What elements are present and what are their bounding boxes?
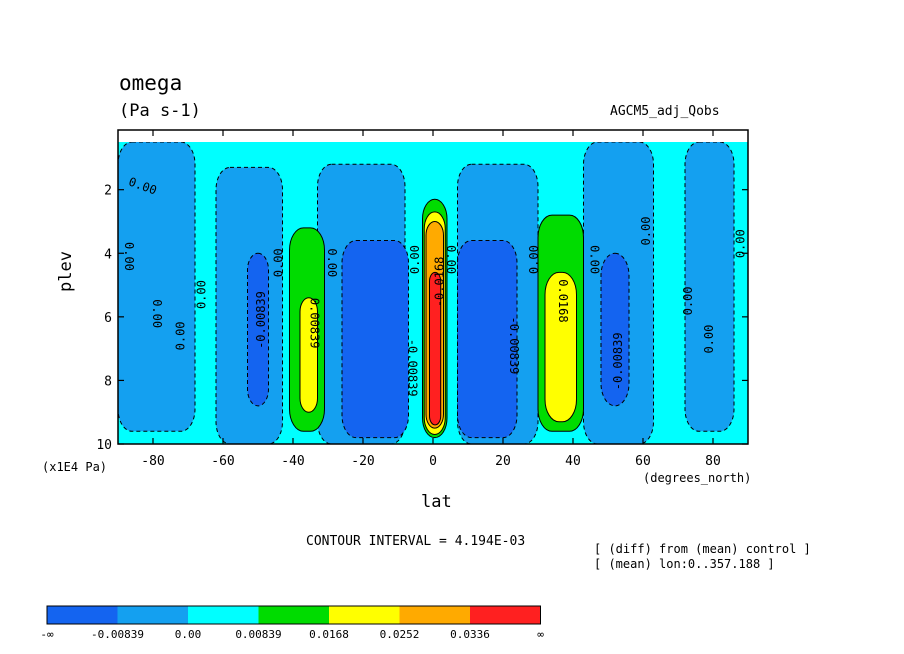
contour-label: 0.00	[639, 217, 653, 246]
x-tick-label: 20	[495, 454, 511, 469]
region-nh-midlat-min	[600, 252, 630, 407]
contour-label: 0.00	[195, 280, 209, 309]
region-sh-subtropic-min	[341, 240, 409, 439]
contour-label: 0.0168	[556, 279, 570, 322]
y-tick-label: 2	[104, 184, 112, 199]
contour-label: 0.00	[734, 229, 748, 258]
contour-label: 0.00	[150, 299, 164, 328]
contour-label: 0.00	[702, 325, 716, 354]
colorbar-label: 0.00839	[235, 628, 281, 641]
diff-note: [ (diff) from (mean) control ]	[594, 542, 811, 556]
x-tick-label: -40	[281, 454, 304, 469]
colorbar-label: ∞	[537, 628, 544, 641]
x-tick-label: 80	[705, 454, 721, 469]
region-sh-midlat-min	[247, 252, 269, 407]
colorbar-label: 0.0168	[309, 628, 349, 641]
contour-label: 0.00	[588, 245, 602, 274]
y-tick-label: 8	[104, 374, 112, 389]
contour-interval: CONTOUR INTERVAL = 4.194E-03	[306, 534, 526, 549]
x-tick-label: -80	[141, 454, 164, 469]
contour-label: -0.00839	[507, 317, 521, 375]
contour-label: 0.00	[444, 245, 458, 274]
contour-label: 0.00	[681, 286, 695, 315]
colorbar: -∞ -0.00839 0.00 0.00839 0.0168 0.0252 0.0336 ∞	[40, 605, 544, 641]
axes: -80 -60 -40 -20 0 20 40 60 80 2 4 6 8 10	[96, 130, 748, 469]
colorbar-swatch	[117, 606, 188, 624]
colorbar-label: 0.0252	[380, 628, 420, 641]
colorbar-swatch	[258, 606, 329, 624]
region-nh-subtropic-min	[457, 240, 518, 439]
mean-note: [ (mean) lon:0..357.188 ]	[594, 557, 775, 571]
contour-label: 0.00	[325, 248, 339, 277]
chart-title: omega	[119, 71, 183, 95]
region-nh-high-lat-band	[684, 142, 735, 432]
x-tick-label: -60	[211, 454, 234, 469]
x-tick-label: 0	[429, 454, 437, 469]
colorbar-label: -∞	[40, 628, 54, 641]
x-axis-label: lat	[421, 492, 452, 512]
region-sh-descent-2	[299, 297, 318, 413]
colorbar-swatch	[329, 606, 400, 624]
colorbar-swatch	[188, 606, 259, 624]
contour-label-layer: 0.00 0.00 0.00 0.00 0.00 -0.00839 0.00 0.00839 0…	[122, 175, 748, 397]
region-nh-descent-2	[544, 271, 577, 423]
y-tick-label: 6	[104, 311, 112, 326]
x-tick-label: 60	[635, 454, 651, 469]
chart-units: (Pa s-1)	[119, 101, 201, 121]
contour-label: -0.0168	[433, 257, 447, 308]
colorbar-swatch	[470, 606, 541, 624]
contour-label: 0.00	[408, 245, 422, 274]
x-tick-label: -20	[351, 454, 374, 469]
contour-label: -0.00839	[611, 332, 625, 390]
y-tick-label: 10	[96, 438, 112, 453]
contour-label: 0.00	[272, 248, 286, 277]
region-sh-high-lat-band	[118, 142, 196, 432]
colorbar-swatch	[399, 606, 470, 624]
contour-label: 0.00839	[308, 298, 322, 349]
contour-label: -0.00839	[406, 339, 420, 397]
colorbar-label: -0.00839	[91, 628, 144, 641]
colorbar-swatch	[47, 606, 118, 624]
colorbar-frame	[46, 605, 541, 625]
contour-label: 0.00	[527, 245, 541, 274]
contour-label: 0.00	[174, 321, 188, 350]
colorbar-label: 0.00	[175, 628, 202, 641]
x-axis-units: (degrees_north)	[643, 471, 752, 485]
contour-label: -0.00839	[254, 291, 268, 349]
filled-contours	[118, 142, 748, 444]
colorbar-label: 0.0336	[450, 628, 490, 641]
region-equator-4	[429, 271, 442, 426]
y-axis-scale-label: (x1E4 Pa)	[42, 460, 108, 474]
contour-label: 0.00	[122, 242, 136, 271]
y-tick-label: 4	[104, 247, 112, 262]
x-tick-label: 40	[565, 454, 581, 469]
experiment-label: AGCM5_adj_Qobs	[610, 104, 720, 119]
